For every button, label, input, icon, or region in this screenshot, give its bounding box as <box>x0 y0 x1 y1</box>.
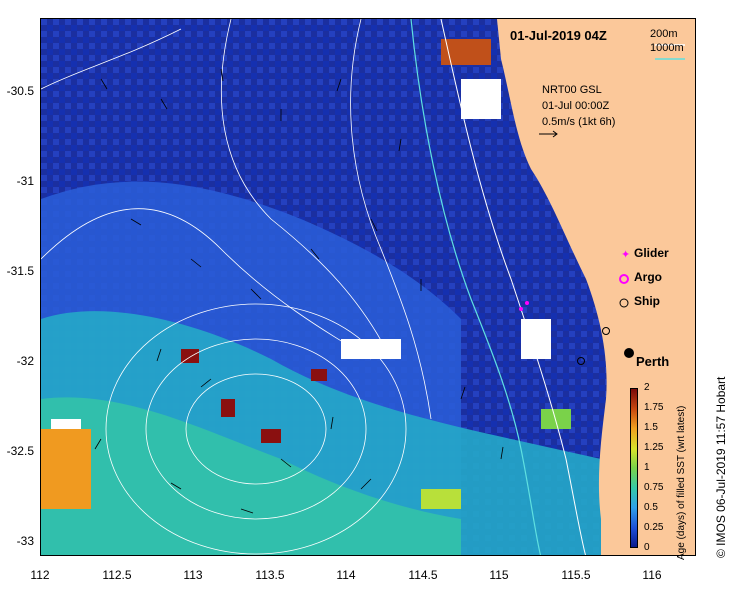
sst-red-patch <box>261 429 281 443</box>
x-tick-label: 115 <box>489 568 509 582</box>
ssh-eddy <box>105 303 407 555</box>
x-tick-label: 114.5 <box>408 568 438 582</box>
legend-ship-label: Ship <box>634 294 660 308</box>
colorbar-label: Age (days) of filled SST (wrt latest) <box>676 405 687 560</box>
cbar-tick: 0.5 <box>644 502 658 513</box>
legend-glider-label: Glider <box>634 246 669 260</box>
cloud-gap <box>461 79 501 119</box>
sst-orange-north <box>441 39 491 65</box>
sst-teal-region <box>41 397 461 555</box>
colorbar <box>630 388 638 548</box>
x-tick-label: 113 <box>183 568 203 582</box>
ship-symbol <box>619 298 629 308</box>
x-tick-label: 114 <box>336 568 356 582</box>
cloud-gap <box>521 319 551 359</box>
x-tick-label: 116 <box>642 568 662 582</box>
city-label: Perth <box>636 354 670 369</box>
ssh-contour <box>41 208 372 360</box>
cbar-tick: 1.75 <box>644 402 664 413</box>
bathy-1000m <box>410 19 542 555</box>
sst-red-patch <box>311 369 327 381</box>
sst-green-patch <box>541 409 571 429</box>
cbar-tick: 2 <box>644 382 650 393</box>
ssh-eddy <box>145 338 367 520</box>
glider-marker <box>525 301 529 305</box>
glider-symbol: ✦ <box>621 249 630 261</box>
ssh-contour <box>350 19 432 420</box>
currents-source-label: NRT00 GSL <box>542 84 602 96</box>
y-tick-label: -31 <box>16 174 34 188</box>
legend-argo-label: Argo <box>634 270 662 284</box>
current-arrows <box>94 68 504 514</box>
map-title: 01-Jul-2019 04Z <box>510 28 607 43</box>
x-tick-label: 113.5 <box>255 568 285 582</box>
ship-marker <box>602 327 610 335</box>
y-tick-label: -32 <box>16 354 34 368</box>
cloud-gap <box>51 419 81 429</box>
cbar-tick: 1 <box>644 462 650 473</box>
cbar-tick: 0.75 <box>644 482 664 493</box>
legend-1000m-label: 1000m <box>650 42 684 54</box>
x-tick-label: 112.5 <box>102 568 132 582</box>
currents-time-label: 01-Jul 00:00Z <box>542 100 610 112</box>
currents-scale-label: 0.5m/s (1kt 6h) <box>542 116 616 128</box>
glider-marker <box>519 307 523 311</box>
cbar-tick: 0 <box>644 542 650 553</box>
map-panel: ✦ <box>40 18 696 556</box>
sst-orange-patch <box>41 429 91 509</box>
ship-marker <box>577 357 585 365</box>
cbar-tick: 1.25 <box>644 442 664 453</box>
perth-marker <box>624 348 634 358</box>
sst-map: ✦ <box>41 19 695 555</box>
y-tick-label: -30.5 <box>6 84 34 98</box>
credit-text: © IMOS 06-Jul-2019 11:57 Hobart <box>714 376 728 558</box>
x-tick-label: 112 <box>30 568 50 582</box>
cbar-tick: 1.5 <box>644 422 658 433</box>
legend-200m-label: 200m <box>650 28 678 40</box>
argo-symbol <box>619 274 629 284</box>
bathy-200m <box>440 19 586 555</box>
sst-red-patch <box>221 399 235 417</box>
sst-green-patch <box>421 489 461 509</box>
scale-arrow-head <box>552 130 558 138</box>
x-tick-label: 115.5 <box>561 568 591 582</box>
y-tick-label: -32.5 <box>6 444 34 458</box>
y-tick-label: -31.5 <box>6 264 34 278</box>
ssh-contour <box>220 19 392 360</box>
ssh-contour <box>41 28 182 90</box>
ssh-eddy <box>185 373 327 485</box>
land-mass <box>497 19 695 555</box>
cbar-tick: 0.25 <box>644 522 664 533</box>
y-tick-label: -33 <box>16 534 34 548</box>
